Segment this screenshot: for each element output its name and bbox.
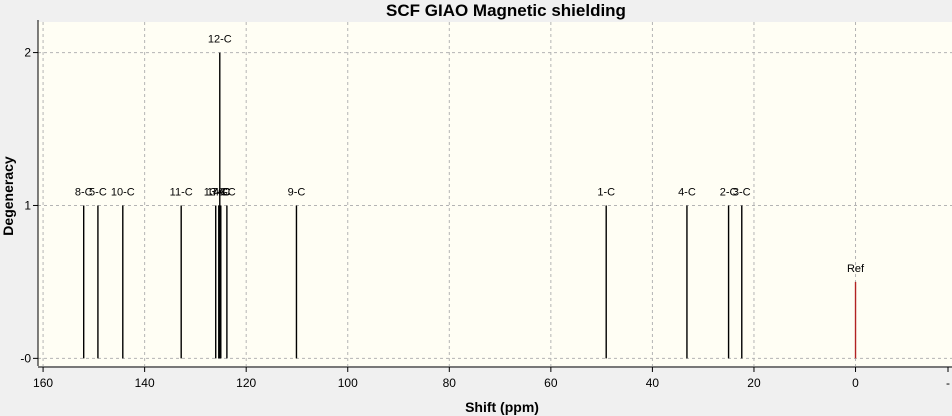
peak-label-10-c: 10-C: [111, 186, 135, 198]
peak-label-1-c: 1-C: [597, 186, 615, 198]
peak-label-13-c: 13-C: [204, 186, 228, 198]
x-tick-label: 0: [852, 376, 859, 390]
y-tick-label: -0: [20, 351, 31, 365]
peak-label-14-c: 14-C: [207, 186, 231, 198]
peak-label-5-c: 5-C: [89, 186, 107, 198]
x-tick-label: -: [946, 376, 950, 390]
chart-title: SCF GIAO Magnetic shielding: [386, 1, 626, 20]
plot-area[interactable]: [38, 22, 952, 366]
peak-label-4-c: 4-C: [678, 186, 696, 198]
peak-label-8-c: 8-C: [75, 186, 93, 198]
peak-lines: 8-C5-C 10-C 11-C 13-C14-C 12-C 7-C6-C 9-C 1-C 4-…: [75, 34, 865, 359]
y-tick-label: 1: [24, 198, 31, 212]
x-tick-label: 60: [544, 376, 558, 390]
axes: 160 140 120 100 80 60 40 20 0 - -0 1 2: [20, 20, 952, 390]
peak-label-2-c: 2-C: [720, 186, 738, 198]
x-tick-label: 40: [646, 376, 660, 390]
y-tick-label: 2: [24, 46, 31, 60]
x-axis-label: Shift (ppm): [465, 399, 539, 415]
peak-label-11-c: 11-C: [170, 186, 193, 198]
x-tick-label: 100: [338, 376, 358, 390]
peak-label-3-c: 3-C: [733, 186, 751, 198]
x-tick-label: 160: [33, 376, 53, 390]
x-tick-label: 80: [443, 376, 457, 390]
y-axis-label: Degeneracy: [0, 156, 16, 236]
peak-label-12-c: 12-C: [208, 34, 232, 46]
peak-label-9-c: 9-C: [288, 186, 306, 198]
peak-label-7-c: 7-C: [212, 186, 230, 198]
peak-label-ref: Ref: [847, 263, 865, 275]
x-tick-label: 120: [236, 376, 256, 390]
x-tick-label: 140: [135, 376, 155, 390]
peak-label-6-c: 6-C: [218, 186, 236, 198]
x-tick-label: 20: [747, 376, 761, 390]
grid-lines: [38, 22, 952, 366]
